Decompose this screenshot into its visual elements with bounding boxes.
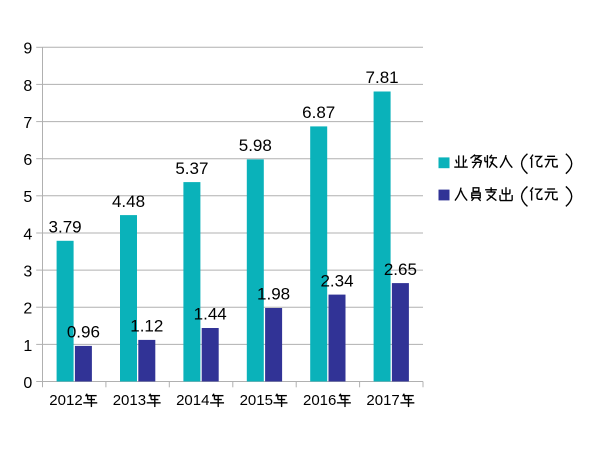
svg-text:2012: 2012 bbox=[49, 392, 82, 409]
svg-text:9: 9 bbox=[23, 41, 32, 58]
svg-text:7.81: 7.81 bbox=[366, 68, 399, 87]
svg-text:8: 8 bbox=[23, 78, 32, 95]
svg-text:2.65: 2.65 bbox=[384, 260, 417, 279]
svg-text:5: 5 bbox=[23, 189, 32, 206]
svg-text:6.87: 6.87 bbox=[302, 103, 335, 122]
svg-text:1.44: 1.44 bbox=[194, 305, 227, 324]
svg-text:2016: 2016 bbox=[303, 392, 336, 409]
svg-text:4.48: 4.48 bbox=[112, 192, 145, 211]
svg-text:2014: 2014 bbox=[176, 392, 209, 409]
svg-text:3.79: 3.79 bbox=[49, 218, 82, 237]
svg-text:4: 4 bbox=[23, 226, 32, 243]
svg-text:1.98: 1.98 bbox=[257, 285, 290, 304]
svg-text:0: 0 bbox=[23, 375, 32, 392]
svg-text:6: 6 bbox=[23, 152, 32, 169]
svg-text:3: 3 bbox=[23, 264, 32, 281]
svg-text:1: 1 bbox=[23, 338, 32, 355]
svg-text:2013: 2013 bbox=[113, 392, 146, 409]
svg-text:2: 2 bbox=[23, 301, 32, 318]
svg-text:2017: 2017 bbox=[366, 392, 399, 409]
svg-text:5.37: 5.37 bbox=[175, 159, 208, 178]
svg-text:2015: 2015 bbox=[240, 392, 273, 409]
svg-text:2.34: 2.34 bbox=[320, 271, 353, 290]
svg-text:0.96: 0.96 bbox=[67, 323, 100, 342]
svg-text:7: 7 bbox=[23, 115, 32, 132]
svg-text:5.98: 5.98 bbox=[239, 136, 272, 155]
svg-text:1.12: 1.12 bbox=[130, 317, 163, 336]
